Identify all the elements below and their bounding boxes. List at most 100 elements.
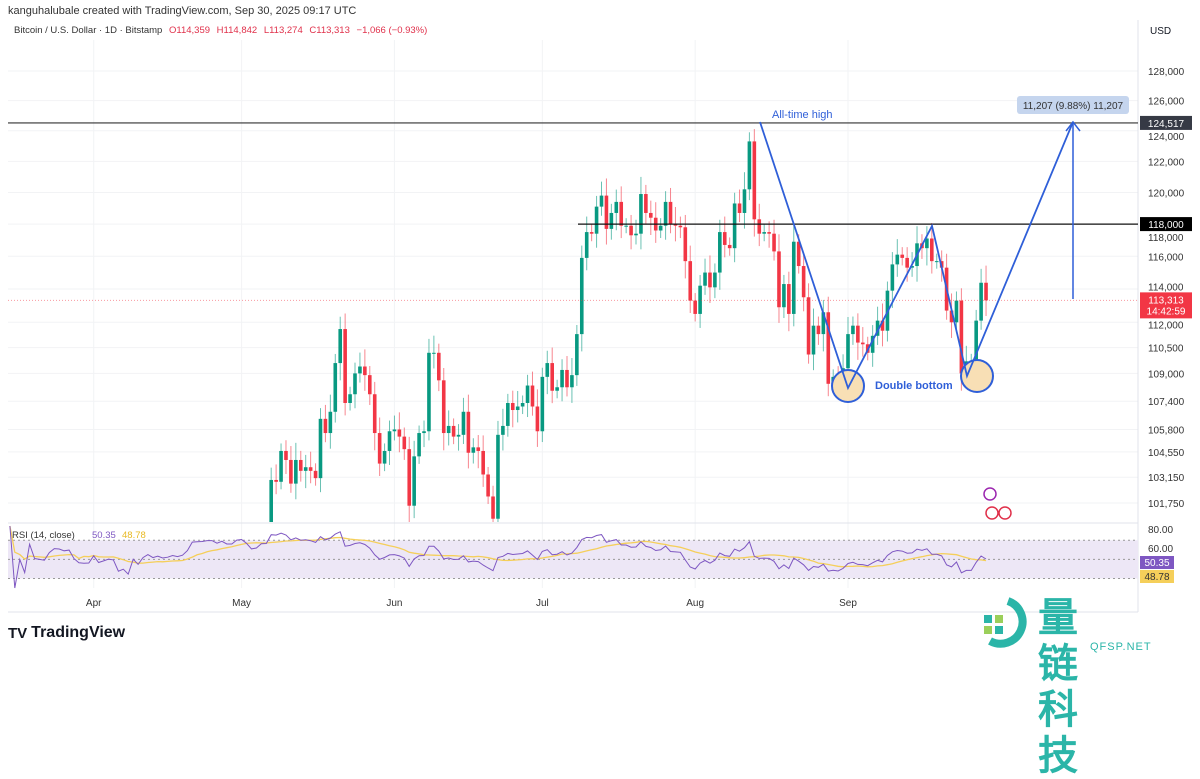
- candle-body: [767, 232, 771, 234]
- candle-body: [530, 385, 535, 407]
- candle-body: [984, 282, 988, 301]
- candle-body: [397, 429, 402, 437]
- candle-body: [422, 431, 426, 434]
- candle-body: [461, 411, 466, 435]
- candle-body: [727, 244, 732, 249]
- candle-body: [506, 402, 510, 426]
- rsi-ma-tag: [1140, 570, 1174, 583]
- candle-body: [609, 212, 614, 229]
- candle-body: [900, 254, 905, 258]
- candle-body: [644, 194, 648, 213]
- candle-body: [821, 312, 826, 335]
- candle-body: [363, 366, 367, 376]
- y-tick-label: 107,400: [1148, 397, 1185, 408]
- rsi-tick-label: 60.00: [1148, 544, 1173, 555]
- candle-body: [427, 352, 431, 432]
- candle-body: [501, 425, 505, 435]
- candle-body: [303, 467, 308, 471]
- candle-body: [925, 238, 929, 249]
- candle-body: [604, 195, 609, 229]
- candle-body: [870, 335, 875, 353]
- y-tick-label: 114,000: [1148, 282, 1184, 293]
- y-tick-label: 118,000: [1148, 233, 1184, 244]
- currency-label[interactable]: USD: [1150, 26, 1172, 37]
- last-price-label: 113,313: [1148, 295, 1184, 306]
- candle-body: [806, 297, 811, 355]
- level-price-tag: [1140, 115, 1192, 130]
- candle-body: [974, 320, 978, 362]
- candle-body: [496, 434, 500, 519]
- candle-body: [446, 425, 451, 434]
- candle-body: [663, 201, 668, 226]
- candle-body: [890, 264, 895, 291]
- candle-body: [589, 232, 594, 234]
- candle-body: [930, 238, 934, 262]
- candle-body: [481, 450, 485, 475]
- candle-body: [417, 433, 421, 457]
- measure-label-box: [1017, 96, 1129, 114]
- candle-body: [801, 266, 806, 298]
- candle-body: [787, 284, 791, 314]
- watermark-cn: 量链科技: [1038, 596, 1080, 778]
- candle-body: [683, 227, 688, 262]
- candle-body: [703, 272, 707, 286]
- candle-body: [333, 363, 338, 412]
- candle-body: [732, 203, 737, 249]
- candle-body: [510, 402, 515, 411]
- candle-body: [639, 194, 643, 234]
- candle-body: [688, 261, 693, 301]
- level-price-label: 118,000: [1148, 220, 1184, 231]
- y-tick-label: 122,000: [1148, 157, 1185, 168]
- x-tick-label: Sep: [839, 598, 857, 609]
- candles: [269, 129, 988, 522]
- candle-body: [910, 266, 914, 268]
- candle-body: [718, 232, 722, 273]
- candle-body: [693, 300, 697, 314]
- candle-body: [284, 450, 288, 460]
- chart-credit: kanguhalubale created with TradingView.c…: [8, 5, 357, 17]
- candle-body: [269, 479, 273, 522]
- candle-body: [392, 429, 397, 432]
- price-chart[interactable]: 128,000 126,000 124,000 122,000 120,000 118,0…: [0, 0, 1200, 655]
- candle-body: [678, 225, 683, 228]
- candle-body: [525, 385, 530, 403]
- y-tick-label: 104,550: [1148, 448, 1185, 459]
- x-tick-label: Jun: [386, 598, 402, 609]
- candle-body: [570, 375, 574, 388]
- flag-event-icon: [998, 506, 1012, 520]
- x-tick-label: Jul: [536, 598, 549, 609]
- rsi-line: [9, 525, 987, 589]
- candle-body: [811, 325, 816, 355]
- symbol-name[interactable]: Bitcoin / U.S. Dollar · 1D · Bitstamp: [14, 25, 163, 36]
- rsi-tick-label: 80.00: [1148, 525, 1173, 536]
- candle-body: [722, 232, 727, 245]
- candle-body: [466, 411, 471, 453]
- candle-body: [979, 282, 983, 321]
- candle-body: [343, 329, 347, 403]
- candle-body: [412, 456, 416, 506]
- candle-body: [308, 467, 313, 471]
- candle-body: [382, 450, 387, 464]
- candle-body: [673, 224, 678, 226]
- level-price-label: 124,517: [1148, 119, 1185, 130]
- candle-body: [353, 373, 357, 395]
- candle-body: [407, 449, 412, 506]
- candle-body: [816, 325, 821, 335]
- close-value: C113,313: [309, 25, 350, 36]
- candle-body: [358, 366, 362, 374]
- rsi-value-legend: 50.35: [92, 530, 116, 541]
- candle-body: [856, 325, 860, 343]
- arrow-head-icon: [1065, 120, 1081, 132]
- rsi-ma-line: [9, 525, 987, 568]
- candle-body: [367, 375, 372, 395]
- candle-body: [762, 232, 766, 234]
- candle-body: [959, 300, 964, 374]
- candle-body: [860, 342, 865, 345]
- candle-body: [348, 394, 352, 403]
- candle-body: [791, 241, 796, 314]
- candle-body: [274, 479, 278, 482]
- candle-body: [338, 329, 343, 364]
- candle-body: [752, 141, 757, 220]
- candle-body: [550, 363, 554, 391]
- y-tick-label: 128,000: [1148, 67, 1185, 78]
